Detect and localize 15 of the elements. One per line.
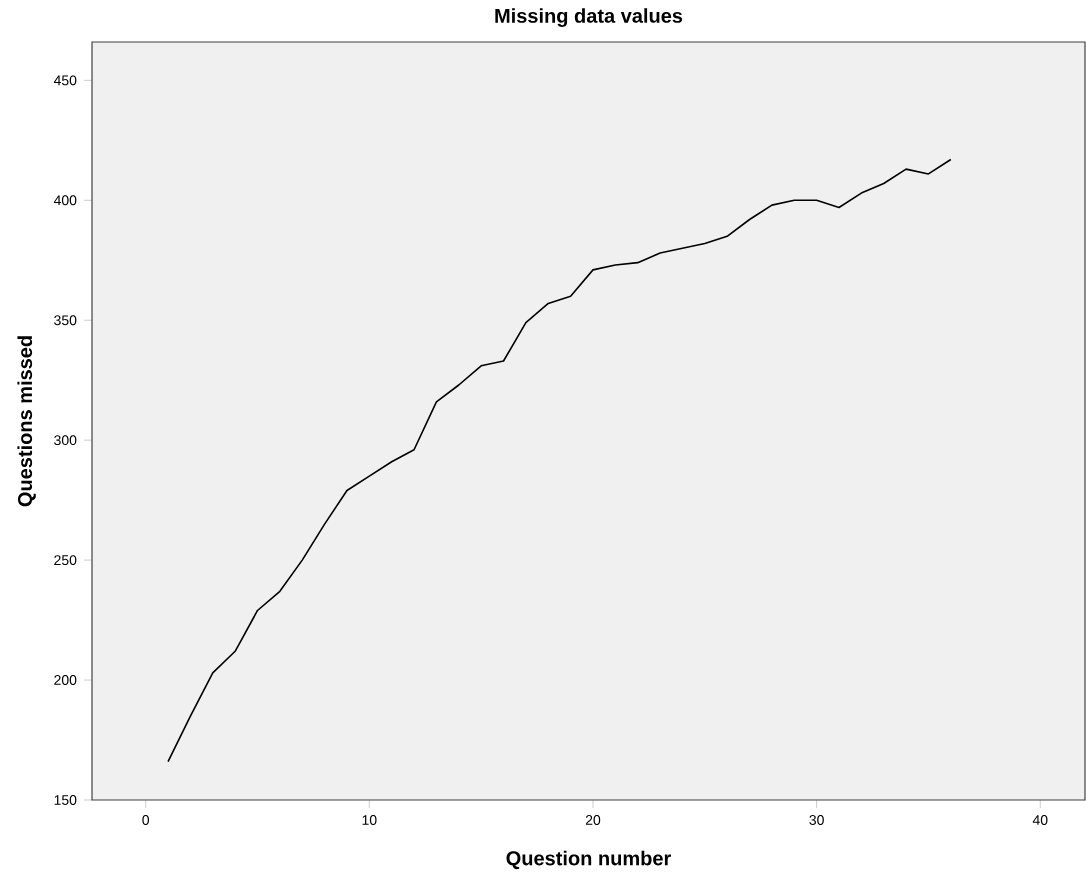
y-tick-label: 250 <box>54 555 77 566</box>
x-tick-label: 20 <box>585 815 601 825</box>
x-tick-label: 0 <box>142 815 150 825</box>
x-tick-label: 10 <box>362 815 377 825</box>
chart-title: Missing data values <box>495 8 683 27</box>
y-axis-title: Questions missed <box>17 336 36 507</box>
y-tick-label: 150 <box>54 795 77 805</box>
x-tick-label: 40 <box>1032 815 1048 825</box>
y-tick-label: 350 <box>54 315 77 326</box>
x-tick-label: 30 <box>809 815 824 825</box>
y-tick-label: 400 <box>53 195 77 206</box>
y-tick-label: 300 <box>54 435 77 446</box>
y-tick-label: 450 <box>53 75 77 86</box>
x-axis-title: Question number <box>506 850 671 870</box>
y-tick-label: 200 <box>54 675 77 685</box>
